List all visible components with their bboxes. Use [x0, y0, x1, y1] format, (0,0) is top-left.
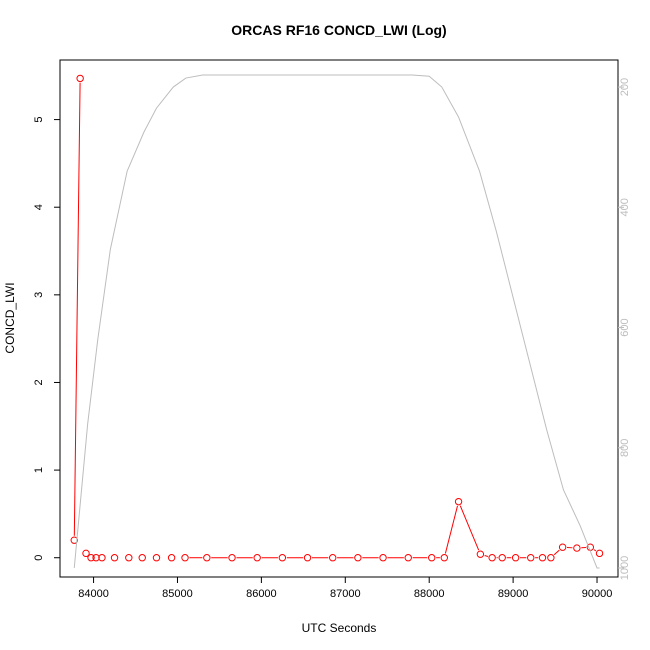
data-point	[498, 554, 506, 562]
data-point	[125, 554, 133, 562]
y2-tick-label: 400	[619, 198, 631, 216]
data-point	[228, 554, 236, 562]
data-point	[70, 536, 78, 544]
data-point	[476, 550, 485, 558]
x-tick-label: 88000	[414, 588, 445, 600]
y2-tick-label: 800	[619, 439, 631, 457]
y-tick-label: 3	[33, 292, 45, 298]
y2-tick-label: 600	[619, 318, 631, 336]
chart-title: ORCAS RF16 CONCD_LWI (Log)	[231, 22, 446, 38]
series-segment	[553, 549, 560, 556]
data-point	[303, 554, 312, 562]
x-tick-label: 86000	[246, 588, 277, 600]
x-tick-label: 89000	[498, 588, 529, 600]
data-point	[595, 549, 604, 558]
data-point	[203, 554, 211, 562]
data-point	[181, 554, 189, 562]
data-point	[76, 74, 84, 83]
data-point	[167, 554, 176, 562]
data-point	[138, 554, 146, 562]
y-axis: 0 1 2 3 4 5	[33, 117, 60, 561]
data-point	[404, 554, 412, 562]
series-segment	[593, 549, 597, 552]
series-segment	[73, 82, 81, 536]
data-point	[98, 554, 106, 562]
series-segment	[484, 554, 489, 557]
data-point	[511, 554, 520, 562]
data-point	[428, 554, 436, 562]
y-tick-label: 1	[33, 467, 45, 473]
x-tick-label: 90000	[582, 588, 613, 600]
data-point	[152, 554, 161, 562]
data-point	[82, 549, 90, 558]
data-point	[110, 554, 119, 562]
x-tick-label: 85000	[162, 588, 193, 600]
x-tick-label: 84000	[78, 588, 109, 600]
data-point	[354, 554, 362, 562]
series-line-1	[73, 74, 600, 569]
data-point	[573, 544, 581, 552]
data-point	[329, 554, 337, 562]
x-tick-label: 87000	[330, 588, 361, 600]
plot-area	[70, 74, 604, 569]
data-point	[527, 554, 535, 562]
y-tick-label: 5	[33, 117, 45, 123]
data-point	[278, 554, 287, 562]
data-point	[379, 554, 387, 562]
series-segment	[444, 505, 458, 554]
data-point	[92, 554, 100, 562]
y-tick-label: 0	[33, 555, 45, 561]
data-point	[87, 554, 95, 562]
data-point	[538, 554, 547, 562]
data-point	[488, 554, 496, 562]
x-axis: 84000 85000 86000 87000 88000 89000 90000	[78, 577, 612, 600]
data-point	[253, 554, 261, 562]
y-tick-label: 2	[33, 379, 45, 385]
plot-frame	[59, 59, 619, 578]
data-point	[558, 543, 567, 551]
data-point	[454, 497, 463, 506]
y2-axis: 200 400 600 800 1000	[618, 78, 631, 580]
y-axis-label: CONCD_LWI	[3, 282, 17, 353]
data-point	[440, 554, 449, 562]
y2-tick-label: 200	[619, 78, 631, 96]
data-point	[547, 554, 555, 562]
y-tick-label: 4	[33, 204, 45, 210]
series-segment	[459, 505, 480, 551]
x-axis-label: UTC Seconds	[302, 621, 377, 635]
y2-tick-label: 1000	[619, 556, 631, 580]
